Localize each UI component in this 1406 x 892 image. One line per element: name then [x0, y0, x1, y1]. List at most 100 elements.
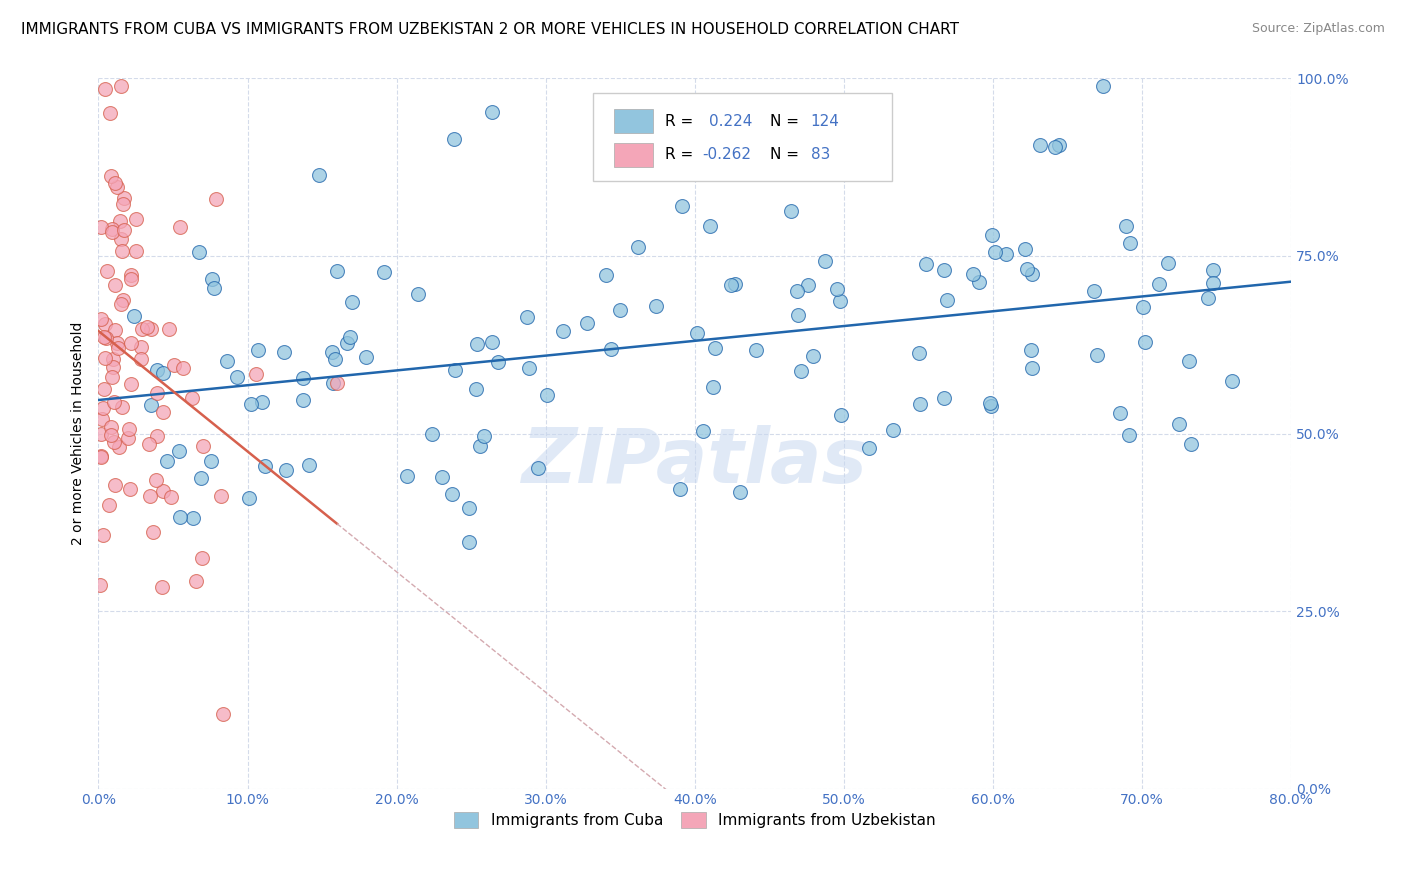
Point — [915, 256, 938, 270]
Point — [595, 268, 617, 283]
Point — [627, 239, 650, 253]
Point — [250, 395, 273, 409]
Point — [551, 324, 574, 338]
Point — [90, 450, 112, 464]
Point — [980, 228, 1002, 243]
Point — [1132, 300, 1154, 314]
Point — [129, 351, 152, 366]
Point — [94, 351, 117, 365]
Point — [240, 397, 263, 411]
Point — [159, 491, 181, 505]
Point — [139, 322, 162, 336]
Point — [145, 363, 167, 377]
Point — [995, 246, 1018, 260]
Point — [354, 351, 377, 365]
Point — [90, 426, 112, 441]
Point — [1091, 78, 1114, 93]
Point — [432, 470, 454, 484]
Point — [1021, 267, 1043, 281]
Point — [1178, 354, 1201, 368]
Point — [90, 312, 112, 326]
Point — [238, 491, 260, 505]
Point — [935, 293, 957, 308]
Point — [779, 203, 801, 218]
Point — [172, 361, 194, 376]
Text: N =: N = — [770, 147, 799, 162]
Point — [1019, 343, 1042, 358]
Point — [112, 196, 135, 211]
Point — [124, 244, 146, 258]
Point — [720, 277, 742, 292]
Point — [406, 287, 429, 301]
Point — [181, 510, 204, 524]
Point — [118, 482, 141, 496]
FancyBboxPatch shape — [593, 93, 891, 181]
Point — [101, 370, 124, 384]
Point — [93, 527, 115, 541]
Point — [291, 392, 314, 407]
Point — [373, 265, 395, 279]
Point — [141, 398, 163, 412]
Text: -0.262: -0.262 — [702, 147, 751, 162]
Point — [104, 278, 127, 293]
Point — [979, 395, 1001, 409]
Point — [124, 309, 146, 323]
Point — [211, 706, 233, 721]
Point — [90, 220, 112, 235]
Point — [193, 439, 215, 453]
Point — [89, 578, 111, 592]
Point — [139, 489, 162, 503]
Point — [135, 320, 157, 334]
Point — [1115, 219, 1137, 233]
Point — [96, 331, 118, 345]
Point — [101, 351, 124, 366]
Point — [90, 449, 112, 463]
Point — [188, 245, 211, 260]
Point — [124, 211, 146, 226]
Point — [814, 254, 837, 268]
Point — [1201, 276, 1223, 290]
Point — [181, 391, 204, 405]
Point — [167, 443, 190, 458]
Point — [152, 483, 174, 498]
Point — [101, 360, 124, 375]
Text: 0.224: 0.224 — [709, 114, 752, 129]
Point — [692, 424, 714, 438]
Point — [444, 362, 467, 376]
Point — [481, 105, 503, 120]
Point — [669, 482, 692, 496]
Point — [186, 574, 208, 588]
Point — [110, 232, 132, 246]
Point — [828, 293, 851, 308]
Point — [336, 335, 359, 350]
Point — [217, 354, 239, 368]
Point — [308, 168, 330, 182]
Point — [481, 335, 503, 350]
Point — [131, 322, 153, 336]
Point — [152, 405, 174, 419]
Point — [163, 359, 186, 373]
Point — [120, 336, 142, 351]
Point — [457, 535, 479, 549]
Point — [121, 271, 143, 285]
Point — [100, 419, 122, 434]
Point — [441, 487, 464, 501]
Point — [882, 423, 904, 437]
Point — [190, 471, 212, 485]
Point — [100, 225, 122, 239]
Point — [245, 368, 267, 382]
Point — [120, 377, 142, 392]
Text: Source: ZipAtlas.com: Source: ZipAtlas.com — [1251, 22, 1385, 36]
Point — [200, 454, 222, 468]
Point — [112, 223, 135, 237]
Point — [907, 345, 929, 359]
Point — [246, 343, 269, 358]
Point — [97, 498, 120, 512]
Point — [786, 309, 808, 323]
Point — [204, 192, 226, 206]
Point — [1202, 262, 1225, 277]
Point — [191, 550, 214, 565]
Point — [323, 351, 346, 366]
Point — [396, 468, 419, 483]
Point — [117, 431, 139, 445]
